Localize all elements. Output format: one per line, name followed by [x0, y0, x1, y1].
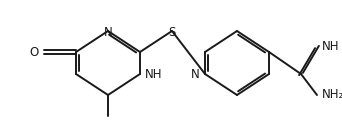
Text: NH₂: NH₂: [322, 89, 342, 102]
Text: S: S: [168, 26, 176, 39]
Text: N: N: [104, 26, 113, 39]
Text: O: O: [30, 45, 39, 58]
Text: NH: NH: [145, 68, 162, 81]
Text: N: N: [191, 68, 200, 81]
Text: NH: NH: [322, 41, 340, 54]
